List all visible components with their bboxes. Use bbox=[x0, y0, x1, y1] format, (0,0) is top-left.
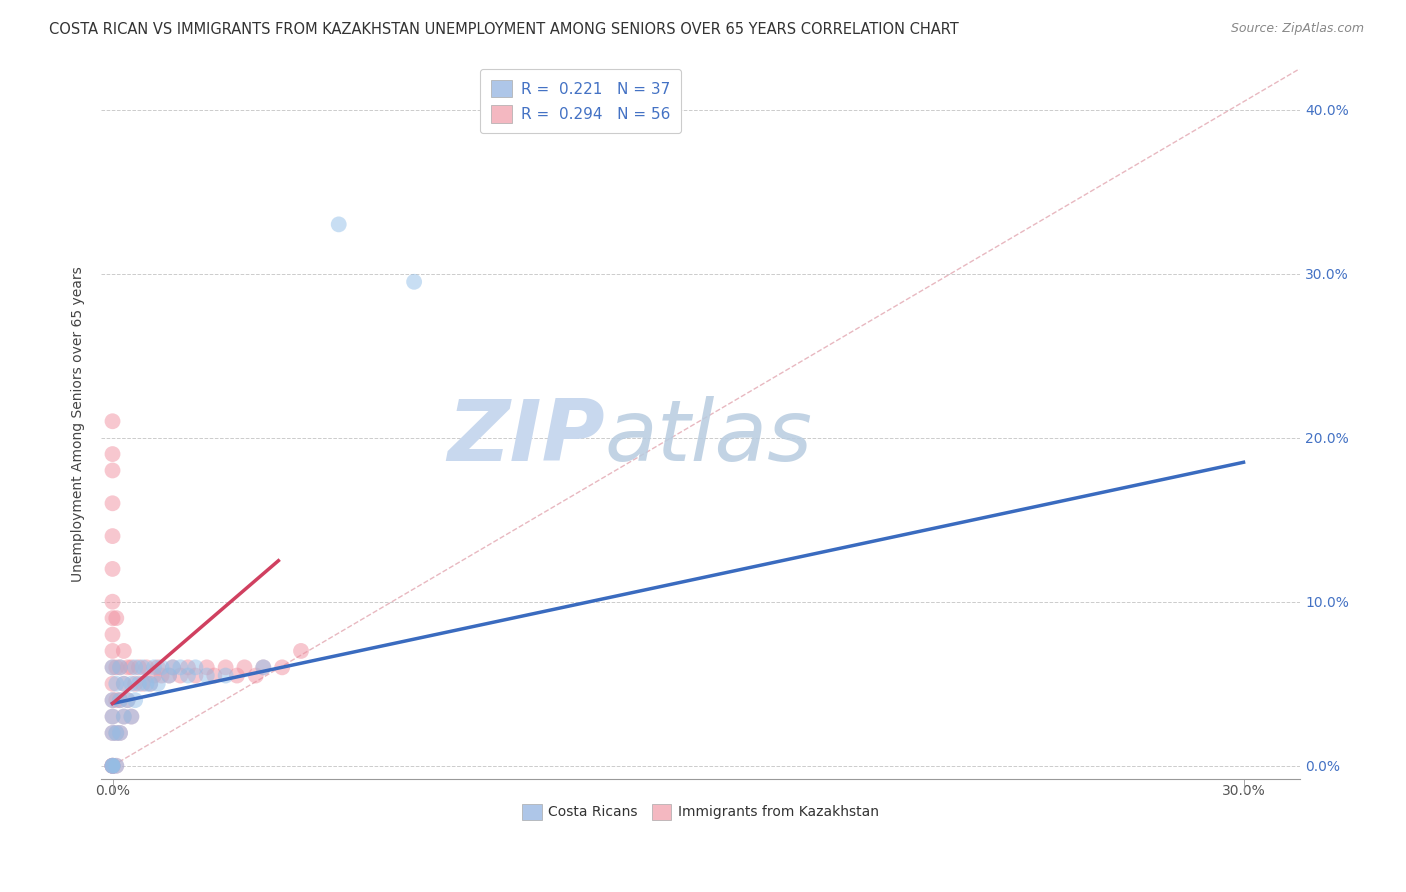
Point bbox=[112, 709, 135, 723]
Point bbox=[233, 660, 256, 674]
Point bbox=[101, 759, 124, 773]
Point bbox=[128, 677, 150, 691]
Point bbox=[124, 693, 146, 707]
Point bbox=[252, 660, 274, 674]
Point bbox=[101, 595, 124, 609]
Point bbox=[105, 726, 128, 740]
Point bbox=[120, 709, 142, 723]
Point bbox=[101, 726, 124, 740]
Point bbox=[117, 693, 139, 707]
Point bbox=[112, 709, 135, 723]
Text: Source: ZipAtlas.com: Source: ZipAtlas.com bbox=[1230, 22, 1364, 36]
Point bbox=[105, 759, 128, 773]
Point bbox=[157, 668, 180, 682]
Point bbox=[177, 668, 200, 682]
Point bbox=[271, 660, 294, 674]
Point bbox=[184, 660, 207, 674]
Point bbox=[135, 677, 157, 691]
Point bbox=[101, 759, 124, 773]
Point bbox=[105, 693, 128, 707]
Text: ZIP: ZIP bbox=[447, 396, 605, 479]
Point bbox=[101, 693, 124, 707]
Point bbox=[120, 709, 142, 723]
Legend: Costa Ricans, Immigrants from Kazakhstan: Costa Ricans, Immigrants from Kazakhstan bbox=[516, 798, 884, 825]
Point bbox=[202, 668, 225, 682]
Y-axis label: Unemployment Among Seniors over 65 years: Unemployment Among Seniors over 65 years bbox=[72, 266, 86, 582]
Point bbox=[245, 668, 267, 682]
Point bbox=[101, 759, 124, 773]
Point bbox=[214, 668, 236, 682]
Point bbox=[101, 562, 124, 576]
Point bbox=[101, 693, 124, 707]
Point bbox=[101, 611, 124, 625]
Point bbox=[195, 660, 218, 674]
Point bbox=[108, 693, 131, 707]
Point bbox=[108, 693, 131, 707]
Point bbox=[101, 677, 124, 691]
Point bbox=[101, 759, 124, 773]
Point bbox=[112, 677, 135, 691]
Point bbox=[146, 677, 169, 691]
Point bbox=[101, 660, 124, 674]
Point bbox=[146, 660, 169, 674]
Point bbox=[135, 660, 157, 674]
Point bbox=[290, 644, 312, 658]
Point bbox=[157, 668, 180, 682]
Point bbox=[120, 660, 142, 674]
Point bbox=[101, 414, 124, 428]
Point bbox=[101, 529, 124, 543]
Point bbox=[108, 726, 131, 740]
Point bbox=[139, 677, 162, 691]
Point bbox=[150, 660, 173, 674]
Point bbox=[101, 709, 124, 723]
Point bbox=[328, 218, 350, 232]
Point bbox=[162, 660, 184, 674]
Point bbox=[108, 660, 131, 674]
Point bbox=[101, 627, 124, 641]
Point bbox=[214, 660, 236, 674]
Point bbox=[101, 726, 124, 740]
Point bbox=[112, 644, 135, 658]
Point bbox=[131, 677, 153, 691]
Point bbox=[120, 677, 142, 691]
Point bbox=[108, 726, 131, 740]
Point bbox=[169, 668, 191, 682]
Point bbox=[143, 668, 166, 682]
Point bbox=[131, 660, 153, 674]
Point bbox=[117, 660, 139, 674]
Text: atlas: atlas bbox=[605, 396, 813, 479]
Point bbox=[101, 759, 124, 773]
Point bbox=[169, 660, 191, 674]
Point bbox=[105, 759, 128, 773]
Point bbox=[101, 447, 124, 461]
Point bbox=[124, 677, 146, 691]
Point bbox=[101, 463, 124, 477]
Point bbox=[101, 644, 124, 658]
Point bbox=[101, 660, 124, 674]
Point bbox=[226, 668, 249, 682]
Point bbox=[162, 660, 184, 674]
Point bbox=[195, 668, 218, 682]
Point bbox=[101, 759, 124, 773]
Point bbox=[252, 660, 274, 674]
Point bbox=[101, 709, 124, 723]
Point bbox=[108, 660, 131, 674]
Point bbox=[150, 668, 173, 682]
Point bbox=[177, 660, 200, 674]
Point bbox=[404, 275, 426, 289]
Point bbox=[139, 677, 162, 691]
Point bbox=[101, 496, 124, 510]
Point bbox=[128, 660, 150, 674]
Point bbox=[117, 693, 139, 707]
Point bbox=[112, 677, 135, 691]
Point bbox=[105, 660, 128, 674]
Point bbox=[105, 677, 128, 691]
Point bbox=[105, 611, 128, 625]
Point bbox=[143, 660, 166, 674]
Point bbox=[105, 726, 128, 740]
Point bbox=[184, 668, 207, 682]
Point bbox=[124, 660, 146, 674]
Point bbox=[101, 759, 124, 773]
Text: COSTA RICAN VS IMMIGRANTS FROM KAZAKHSTAN UNEMPLOYMENT AMONG SENIORS OVER 65 YEA: COSTA RICAN VS IMMIGRANTS FROM KAZAKHSTA… bbox=[49, 22, 959, 37]
